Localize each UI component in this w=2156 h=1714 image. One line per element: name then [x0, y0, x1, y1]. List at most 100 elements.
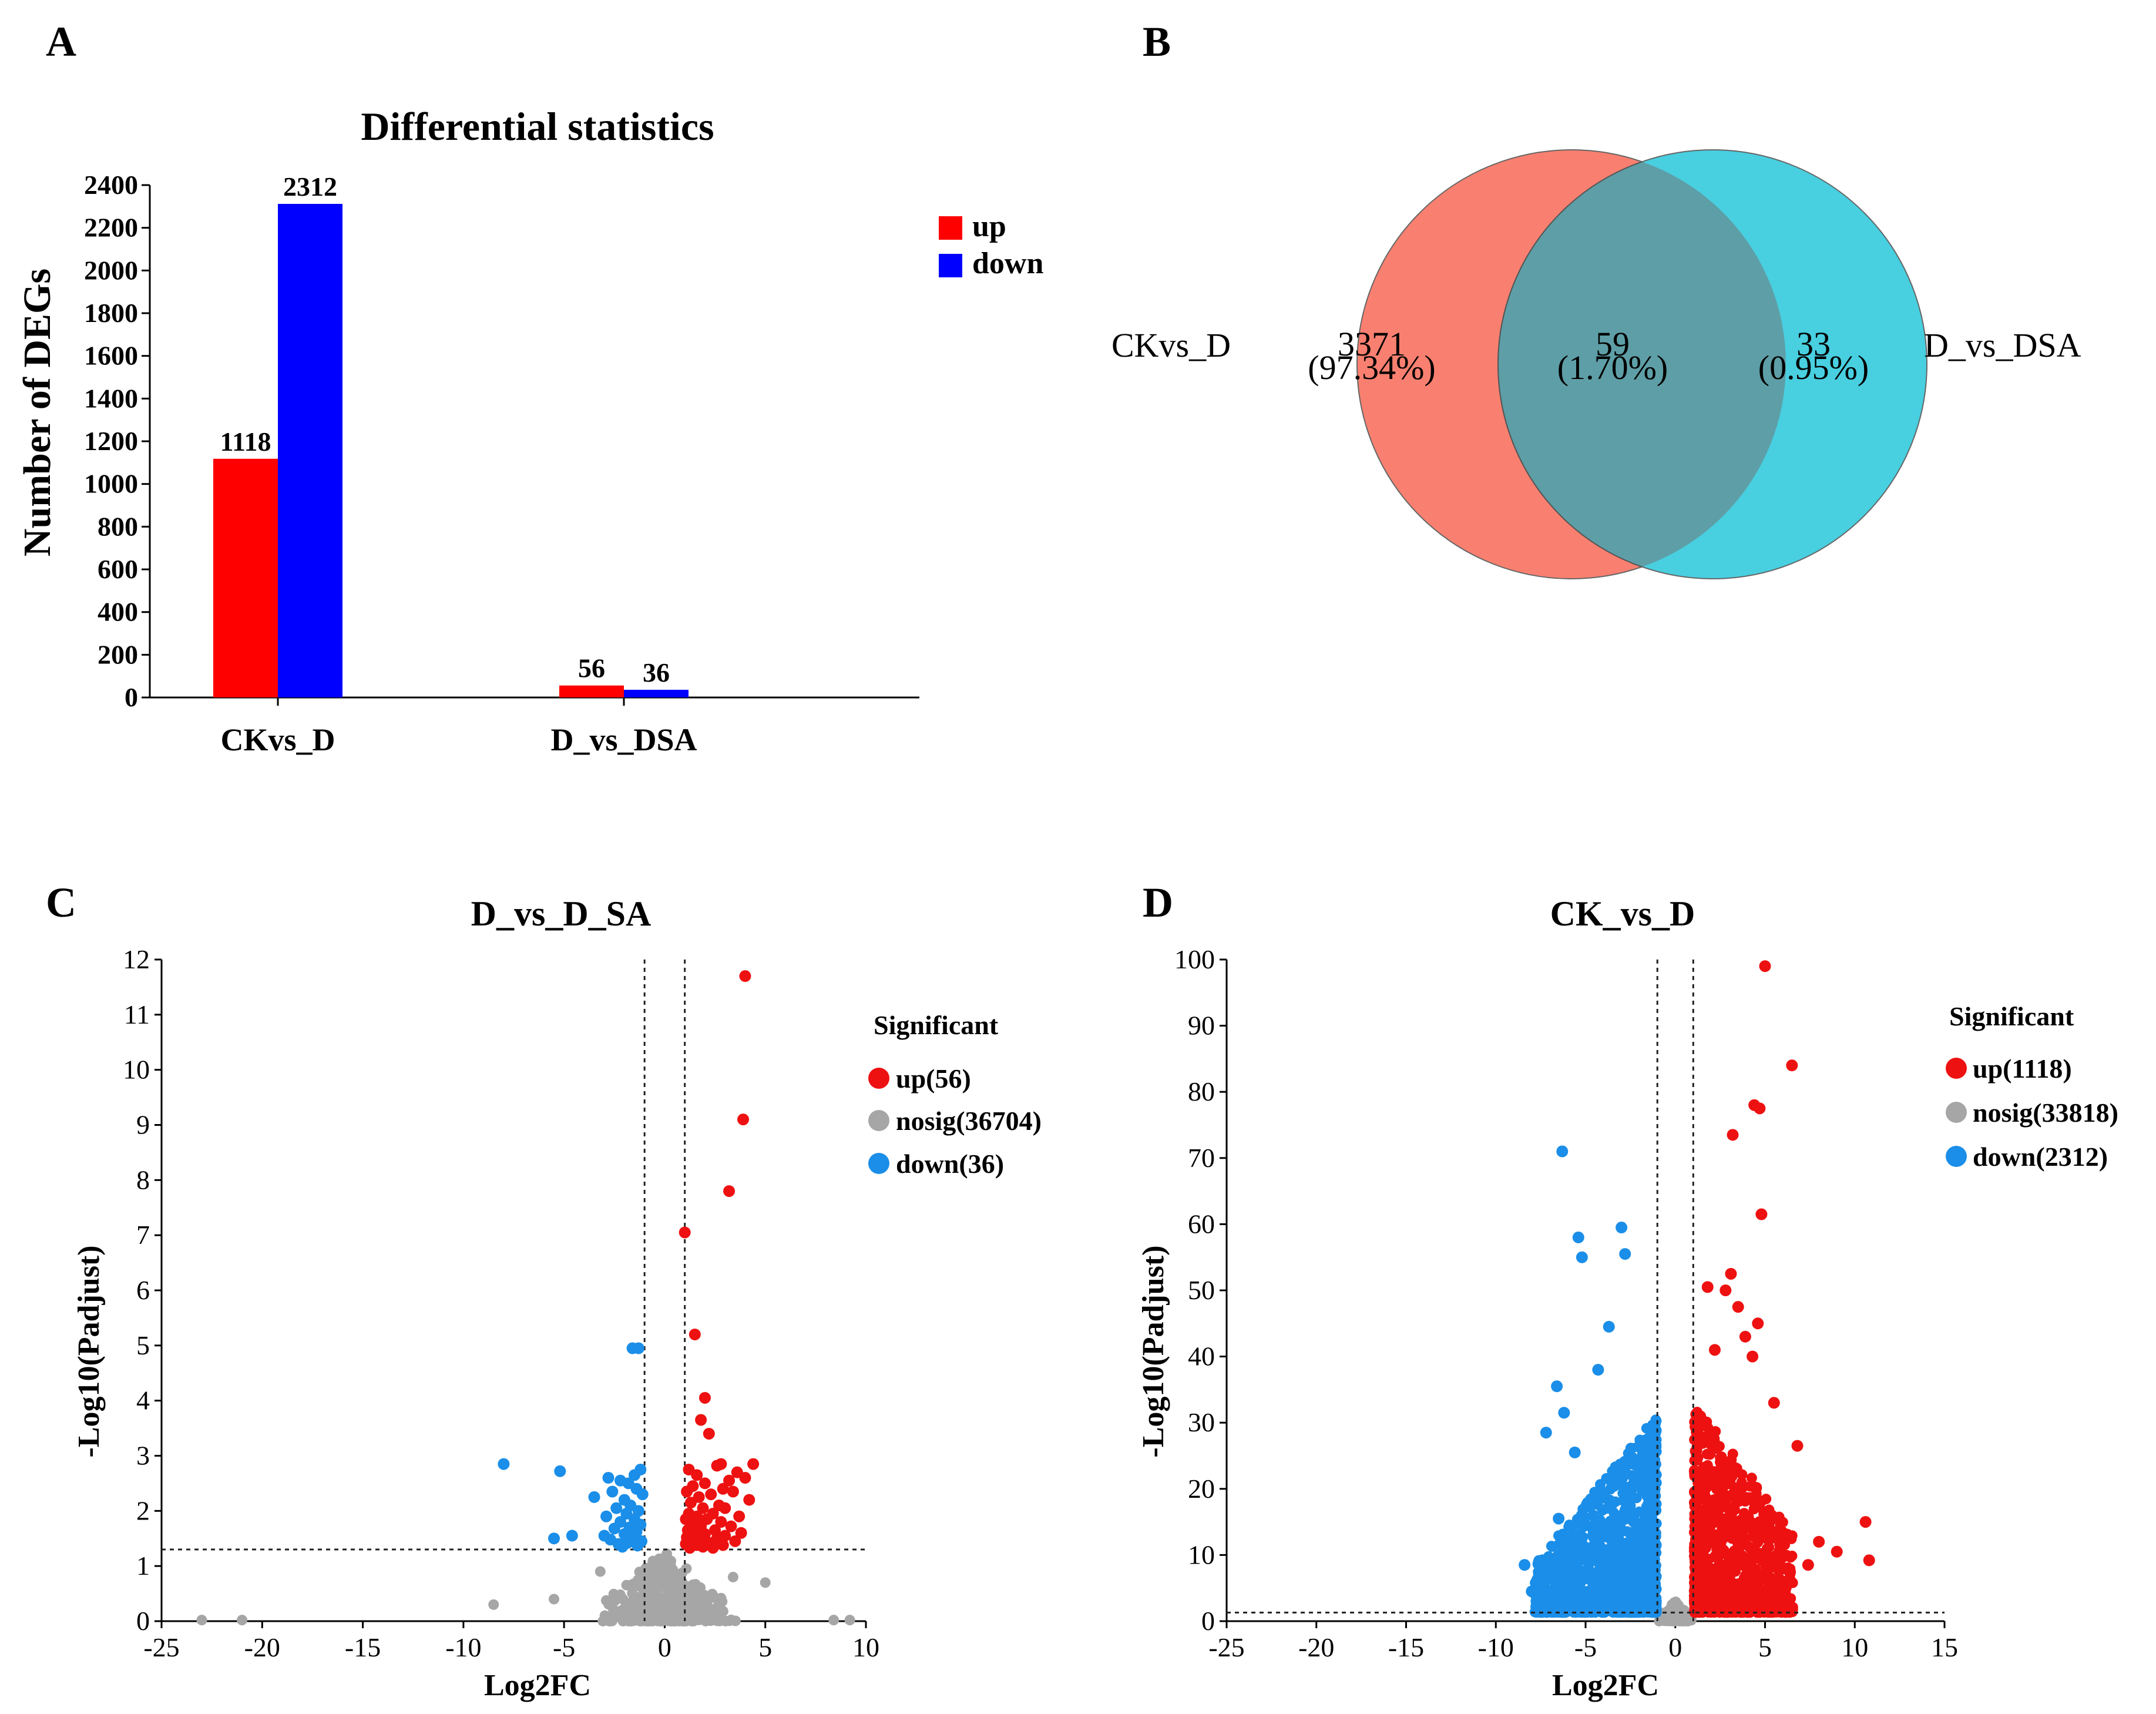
- volcano-d-down-point: [1649, 1478, 1660, 1490]
- volcano-d-down-point: [1617, 1473, 1628, 1484]
- volcano-d-x-tick-label: -20: [1298, 1632, 1334, 1662]
- volcano-d-up-point: [1755, 1575, 1766, 1586]
- volcano-d-up-point: [1736, 1481, 1747, 1492]
- volcano-c-nosig-point: [609, 1595, 620, 1606]
- volcano-d-threshold-lines: [1227, 960, 1945, 1621]
- volcano-d-up-point: [1704, 1554, 1715, 1565]
- volcano-d-nosig-point: [1671, 1600, 1683, 1611]
- volcano-d-up-point: [1705, 1520, 1717, 1531]
- volcano-c-up-point: [689, 1329, 701, 1341]
- volcano-d-x-tick-label: 5: [1758, 1632, 1772, 1662]
- bar-chart-panel: A Differential statistics Number of DEGs…: [16, 18, 1043, 757]
- volcano-d-up-point: [1763, 1520, 1774, 1531]
- volcano-c-nosig-point: [640, 1606, 651, 1618]
- volcano-c-up-point: [691, 1469, 703, 1481]
- bar-y-tick-label: 1800: [84, 298, 138, 328]
- volcano-c-x-label: Log2FC: [484, 1669, 591, 1702]
- volcano-d-down-point: [1645, 1524, 1656, 1535]
- volcano-d-up-point: [1755, 1208, 1768, 1220]
- volcano-c-x-tick-label: -10: [445, 1632, 481, 1662]
- volcano-d-up-point: [1762, 1574, 1774, 1585]
- volcano-d-down-point: [1581, 1555, 1593, 1567]
- volcano-d-up-point: [1752, 1317, 1764, 1330]
- volcano-c-nosig-point: [691, 1589, 703, 1601]
- volcano-d-down-point: [1651, 1603, 1662, 1614]
- bar-down-1: [624, 689, 689, 697]
- volcano-d-up-point: [1748, 1545, 1759, 1557]
- volcano-d-down-point: [1526, 1585, 1538, 1598]
- volcano-d-down-point: [1576, 1251, 1588, 1263]
- volcano-d-up-point: [1725, 1502, 1736, 1514]
- volcano-c-up-point: [717, 1482, 729, 1495]
- volcano-c-up-point: [719, 1502, 731, 1514]
- volcano-d-legend-up: up(1118): [1973, 1054, 2072, 1084]
- volcano-d-y-tick-label: 100: [1174, 944, 1215, 974]
- volcano-d-down-point: [1540, 1427, 1552, 1439]
- volcano-c-nosig-point: [656, 1559, 667, 1570]
- bar-value-label: 56: [578, 653, 605, 683]
- volcano-d-up-point: [1784, 1596, 1795, 1608]
- volcano-c-down-point: [606, 1485, 619, 1498]
- volcano-d-up-point: [1813, 1535, 1825, 1548]
- volcano-c-nosig-point: [844, 1615, 855, 1626]
- volcano-c-legend-nosig-dot: [868, 1110, 889, 1131]
- volcano-c-down-point: [629, 1469, 641, 1481]
- volcano-d-x-tick-label: -15: [1388, 1632, 1424, 1662]
- volcano-d-up-point: [1694, 1430, 1705, 1441]
- volcano-d-down-point: [1543, 1574, 1554, 1585]
- volcano-c-nosig-point: [700, 1615, 711, 1626]
- volcano-c-nosig-point: [605, 1615, 616, 1626]
- volcano-d-down-point: [1619, 1248, 1631, 1260]
- volcano-d-up-point: [1717, 1595, 1728, 1606]
- volcano-d-down-point: [1646, 1515, 1657, 1527]
- volcano-d-up-point: [1693, 1595, 1704, 1606]
- bar-y-tick-label: 2000: [84, 255, 138, 285]
- volcano-d-up-point: [1738, 1589, 1749, 1601]
- volcano-d-up-point: [1747, 1350, 1759, 1363]
- volcano-d-down-point: [1564, 1569, 1575, 1580]
- volcano-d-legend-up-dot: [1946, 1058, 1967, 1079]
- volcano-d-up-point: [1764, 1504, 1775, 1515]
- volcano-c-up-point: [703, 1427, 715, 1440]
- venn-overlap: [1497, 150, 1786, 579]
- volcano-d-up-point: [1695, 1438, 1706, 1450]
- volcano-d-up-point: [1726, 1454, 1737, 1465]
- volcano-c-nosig-point: [647, 1615, 658, 1626]
- volcano-c-y-label: -Log10(Padjust): [72, 1245, 106, 1457]
- volcano-c-threshold-lines: [162, 960, 866, 1621]
- volcano-d-up-point: [1727, 1533, 1738, 1544]
- volcano-d-up-point: [1695, 1410, 1707, 1421]
- volcano-d-down-point: [1572, 1231, 1584, 1243]
- volcano-d-down-point: [1631, 1590, 1642, 1601]
- volcano-d-up-point: [1757, 1532, 1768, 1543]
- panel-letter-c: C: [46, 879, 76, 926]
- volcano-c-x-tick-label: -5: [553, 1632, 575, 1662]
- volcano-d-up-point: [1729, 1607, 1741, 1618]
- volcano-c-nosig-point: [629, 1615, 640, 1626]
- volcano-d-down-point: [1608, 1566, 1619, 1577]
- volcano-d-up-point: [1711, 1443, 1722, 1454]
- volcano-c-y-tick-label: 12: [123, 944, 150, 974]
- volcano-d-down-point: [1534, 1600, 1546, 1611]
- volcano-d-down-point: [1569, 1446, 1581, 1458]
- volcano-d-up-point: [1727, 1129, 1739, 1141]
- volcano-c-nosig-point: [669, 1587, 680, 1598]
- volcano-c-nosig-point: [619, 1604, 630, 1615]
- volcano-c-up-point: [711, 1460, 723, 1472]
- volcano-d-down-point: [1558, 1407, 1570, 1419]
- volcano-d-down-point: [1592, 1557, 1603, 1568]
- volcano-d-legend-down-dot: [1946, 1146, 1967, 1167]
- volcano-d-up-point: [1773, 1582, 1785, 1594]
- volcano-c-up-point: [733, 1510, 745, 1522]
- volcano-c-x-tick-label: 10: [852, 1632, 879, 1662]
- volcano-d-up-point: [1691, 1449, 1702, 1460]
- volcano-c-y-tick-label: 8: [136, 1165, 150, 1195]
- volcano-c-down-point: [548, 1532, 560, 1545]
- volcano-d-up-point: [1764, 1542, 1775, 1553]
- volcano-d-down-point: [1618, 1489, 1630, 1500]
- volcano-c-up-point: [698, 1391, 711, 1404]
- volcano-c-nosig-point: [659, 1574, 670, 1585]
- volcano-d-up-point: [1777, 1517, 1788, 1528]
- bar-up-0: [213, 458, 278, 697]
- volcano-d-up-point: [1722, 1581, 1734, 1592]
